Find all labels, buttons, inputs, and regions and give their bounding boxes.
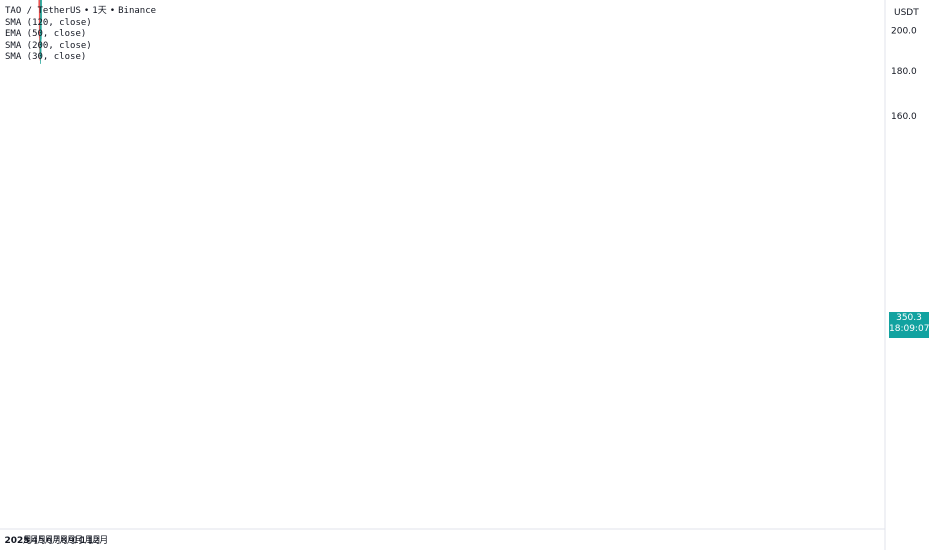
indicator-sma-120[interactable]: SMA (120, close)	[5, 17, 92, 28]
interval[interactable]: 1天	[92, 6, 107, 16]
candle-body	[38, 0, 41, 7]
countdown-timer: 18:09:07	[889, 324, 930, 334]
price-axis[interactable]: 160.0180.0200.0220.0240.0260.0280.0300.0…	[891, 0, 917, 122]
time-tick-label: 4月	[31, 535, 46, 546]
time-tick-label: 6月	[46, 535, 61, 546]
time-tick-label: 9月	[69, 535, 84, 546]
price-tick-label: 200.0	[891, 27, 917, 37]
time-tick-label: 8月	[61, 535, 76, 546]
symbol-name[interactable]: TAO / TetherUS	[5, 6, 81, 16]
candles-layer	[38, 0, 42, 64]
time-tick-label: 5月	[39, 535, 54, 546]
time-tick-label: 2月	[17, 535, 32, 546]
price-tick-label: 180.0	[891, 67, 917, 77]
candle-body	[39, 39, 42, 58]
time-tick-label: 10月	[73, 535, 93, 546]
chart-legend: TAO / TetherUS • 1天 • Binance SMA (120, clos…	[5, 6, 156, 64]
time-tick-label: 11月	[80, 535, 100, 546]
time-tick-label: 12月	[88, 535, 108, 546]
candle-body	[39, 22, 42, 40]
exchange: Binance	[118, 6, 157, 16]
time-tick-label: 2025	[4, 536, 29, 546]
last-price-value: 350.3	[896, 313, 922, 323]
candle-body	[40, 0, 42, 23]
time-tick-label: 7月	[54, 535, 69, 546]
price-tick-label: 160.0	[891, 112, 917, 122]
time-tick-label: 3月	[24, 535, 39, 546]
currency-label[interactable]: USDT	[894, 8, 919, 18]
indicator-sma-30[interactable]: SMA (30, close)	[5, 52, 87, 62]
indicator-ema-50[interactable]: EMA (50, close)	[5, 29, 87, 39]
indicator-sma-200[interactable]: SMA (200, close)	[5, 40, 92, 51]
symbol-line: TAO / TetherUS • 1天 • Binance	[5, 6, 157, 16]
last-price-tag: 350.3 18:09:07	[889, 312, 929, 338]
candle-body	[38, 6, 41, 38]
